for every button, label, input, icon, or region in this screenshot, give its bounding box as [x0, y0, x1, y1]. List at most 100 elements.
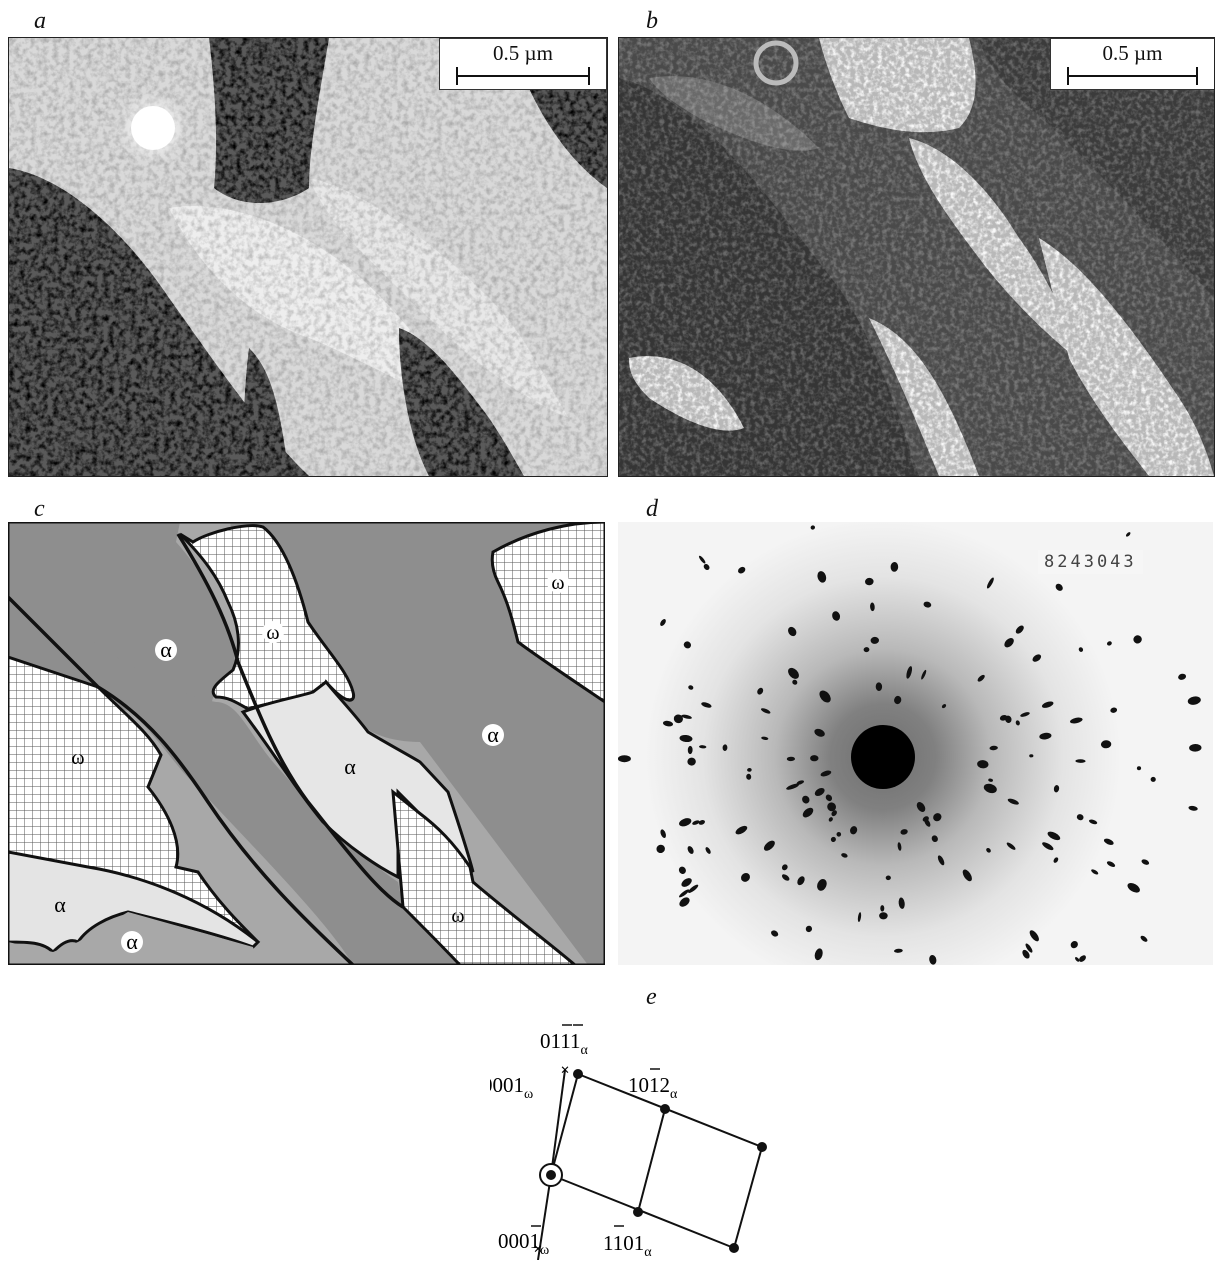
diffraction-spot: [687, 745, 693, 755]
diffraction-spot: [678, 866, 686, 874]
phase-label: α: [54, 892, 66, 917]
phase-labels: ω ω α α ω α α α ω: [54, 571, 569, 954]
diffraction-spot: [962, 869, 972, 882]
diffraction-spot: [814, 948, 823, 961]
plate-number: 8243043: [1038, 550, 1143, 574]
diffraction-spot: [880, 905, 885, 912]
scale-bar-b: 0.5 µm: [1050, 38, 1214, 90]
diffraction-spot: [673, 714, 683, 724]
scale-bar-label-a: 0.5 µm: [493, 41, 553, 65]
diffraction-spot: [797, 876, 805, 886]
diffraction-spot: [786, 783, 800, 790]
diffraction-spot: [923, 601, 932, 608]
diffraction-spot: [1076, 814, 1084, 821]
diffraction-spot: [814, 787, 825, 797]
diffraction-spot: [1053, 857, 1059, 863]
diffraction-spot: [1032, 654, 1042, 662]
panel-letter-a: a: [34, 8, 46, 34]
diffraction-spot: [819, 690, 831, 703]
diffraction-spot: [850, 826, 858, 835]
alpha-region: [180, 522, 605, 965]
diffraction-spot: [688, 884, 699, 893]
diffraction-spot: [699, 745, 707, 749]
diffraction-spot: [796, 780, 805, 785]
diffraction-spot: [1007, 798, 1019, 805]
panel-letter-b: b: [646, 8, 658, 34]
diffraction-spot: [1053, 785, 1060, 793]
diffraction-spot: [989, 745, 998, 751]
diffraction-spot: [870, 636, 879, 644]
phase-label: α: [487, 722, 499, 747]
diffraction-spot: [738, 566, 746, 574]
diffraction-spot: [1103, 838, 1114, 845]
diffraction-spot: [897, 842, 902, 851]
diffraction-spot: [986, 847, 991, 853]
diffraction-spot: [1070, 717, 1083, 724]
diffraction-spot: [698, 820, 705, 825]
diffraction-spot: [786, 756, 795, 762]
label-000bar1-omega: 0001ω: [498, 1229, 549, 1258]
diffraction-spot: [1039, 732, 1052, 740]
spot-1101: [633, 1207, 643, 1217]
diffraction-spot: [1141, 859, 1150, 865]
diffraction-spot: [1140, 935, 1148, 942]
diffraction-spot: [1088, 819, 1098, 825]
scale-bar-line-a: [457, 75, 589, 77]
diffraction-spot: [788, 626, 797, 637]
phase-label: ω: [451, 905, 464, 927]
label-1101: 1101α: [603, 1231, 652, 1260]
diffraction-spot: [999, 714, 1008, 721]
spot-0111: [573, 1069, 583, 1079]
diffraction-spot: [681, 878, 692, 887]
diffraction-spot: [679, 734, 693, 743]
diffraction-spot: [692, 820, 700, 825]
diffraction-spot: [986, 577, 994, 589]
diffraction-spot: [1100, 740, 1112, 749]
diffraction-spot: [1188, 805, 1198, 811]
alpha-region: [8, 582, 468, 965]
diffraction-spot: [1125, 532, 1131, 537]
diffraction-spot: [1025, 943, 1033, 953]
diffraction-spot: [941, 704, 947, 709]
diffraction-spot: [1150, 776, 1156, 782]
diffraction-spot: [900, 829, 908, 835]
diffraction-spot: [781, 864, 788, 871]
diffraction-spot: [1075, 759, 1086, 763]
diffraction-spot: [701, 702, 712, 708]
diffraction-spot: [1178, 673, 1187, 680]
diffraction-spot: [1091, 869, 1099, 875]
diffraction-spot: [698, 555, 706, 564]
alpha-region-light: [6, 850, 261, 955]
phase-label: ω: [266, 622, 279, 644]
diffraction-pattern: 8243043: [618, 522, 1213, 965]
panel-letter-c: c: [34, 496, 45, 522]
diffraction-spot: [898, 897, 905, 909]
diffraction-spot: [1075, 957, 1080, 962]
diffraction-spot: [688, 685, 694, 690]
omega-region: [391, 788, 580, 967]
diffraction-spot: [1047, 831, 1061, 841]
scale-bar-a: 0.5 µm: [439, 38, 607, 90]
diffraction-spot: [922, 816, 929, 822]
phase-label: α: [344, 754, 356, 779]
diffraction-spot: [618, 755, 631, 763]
diffraction-spot: [687, 757, 696, 766]
diffraction-spot: [825, 794, 833, 802]
diffraction-spot: [1020, 712, 1030, 717]
diffraction-spot: [820, 770, 832, 777]
diffraction-spot: [890, 562, 899, 572]
diffraction-spot: [831, 810, 837, 817]
panel-letter-d: d: [646, 496, 658, 522]
diffraction-spot: [741, 872, 750, 882]
diffraction-spot: [916, 802, 926, 812]
diffraction-spot: [1006, 842, 1016, 850]
diffraction-spot: [933, 813, 942, 822]
diffraction-spot: [983, 783, 997, 794]
diffraction-spot: [681, 714, 692, 719]
diffraction-spot: [656, 844, 665, 854]
diffraction-spot: [1187, 696, 1201, 705]
diffraction-spot: [863, 647, 870, 653]
phase-label: α: [160, 637, 172, 662]
diffraction-spot: [827, 802, 837, 812]
diffraction-spot: [788, 667, 799, 679]
